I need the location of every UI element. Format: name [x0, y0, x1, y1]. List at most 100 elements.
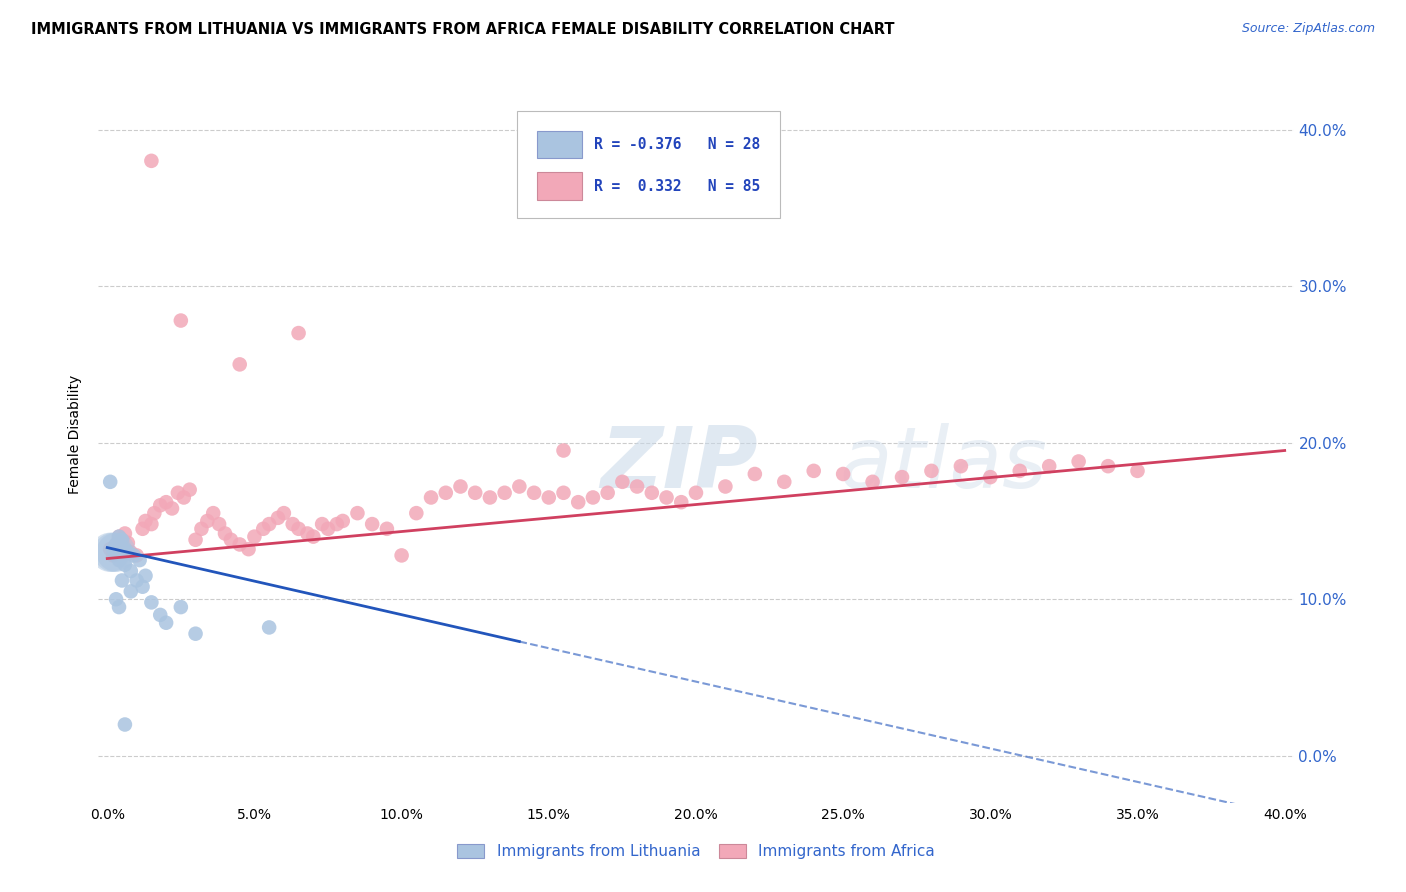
Point	[219, 533, 242, 547]
Point	[1038, 459, 1060, 474]
Point	[553, 485, 575, 500]
Point	[98, 542, 121, 557]
Point	[120, 584, 142, 599]
Point	[346, 506, 368, 520]
Text: IMMIGRANTS FROM LITHUANIA VS IMMIGRANTS FROM AFRICA FEMALE DISABILITY CORRELATIO: IMMIGRANTS FROM LITHUANIA VS IMMIGRANTS …	[31, 22, 894, 37]
Point	[143, 506, 166, 520]
Point	[114, 558, 136, 572]
Point	[202, 506, 225, 520]
Point	[105, 549, 128, 563]
Point	[167, 485, 190, 500]
Text: R = -0.376   N = 28: R = -0.376 N = 28	[595, 137, 761, 152]
Point	[108, 600, 131, 615]
Point	[391, 549, 413, 563]
Point	[862, 475, 884, 489]
Point	[311, 517, 333, 532]
Point	[155, 495, 177, 509]
Point	[243, 530, 266, 544]
Point	[190, 522, 212, 536]
Text: Source: ZipAtlas.com: Source: ZipAtlas.com	[1241, 22, 1375, 36]
Point	[832, 467, 855, 481]
Point	[105, 592, 128, 607]
Point	[134, 568, 156, 582]
Point	[714, 479, 737, 493]
Point	[120, 564, 142, 578]
Point	[101, 549, 124, 563]
Point	[170, 313, 193, 327]
Point	[537, 491, 560, 505]
Point	[131, 580, 153, 594]
Point	[208, 517, 231, 532]
Point	[108, 530, 131, 544]
Point	[1097, 459, 1119, 474]
Point	[949, 459, 972, 474]
Point	[1008, 464, 1031, 478]
Point	[108, 530, 131, 544]
Point	[612, 475, 634, 489]
Point	[685, 485, 707, 500]
Point	[671, 495, 693, 509]
Point	[179, 483, 201, 497]
Point	[184, 533, 207, 547]
Point	[744, 467, 766, 481]
Point	[1067, 454, 1090, 468]
Point	[155, 615, 177, 630]
Point	[228, 358, 250, 372]
Point	[257, 517, 280, 532]
Point	[979, 470, 1001, 484]
Point	[434, 485, 457, 500]
Text: ZIP: ZIP	[600, 423, 758, 506]
Point	[326, 517, 349, 532]
Point	[101, 542, 124, 557]
Point	[773, 475, 796, 489]
Point	[1126, 464, 1149, 478]
Point	[134, 514, 156, 528]
Point	[125, 549, 148, 563]
Point	[332, 514, 354, 528]
Point	[101, 545, 124, 559]
Point	[450, 479, 472, 493]
Point	[281, 517, 304, 532]
Point	[170, 600, 193, 615]
Point	[141, 595, 163, 609]
Point	[111, 574, 134, 588]
Point	[141, 517, 163, 532]
Point	[267, 511, 290, 525]
Point	[141, 153, 163, 168]
Point	[302, 530, 325, 544]
Point	[228, 537, 250, 551]
Point	[128, 553, 150, 567]
Point	[803, 464, 825, 478]
Text: atlas: atlas	[839, 423, 1047, 506]
Bar	[537, 130, 582, 159]
Point	[405, 506, 427, 520]
Point	[114, 542, 136, 557]
Point	[149, 607, 172, 622]
Point	[478, 491, 501, 505]
Point	[626, 479, 648, 493]
Point	[184, 626, 207, 640]
Point	[98, 475, 121, 489]
Point	[114, 526, 136, 541]
Point	[105, 545, 128, 559]
FancyBboxPatch shape	[517, 111, 779, 218]
Point	[596, 485, 619, 500]
Point	[420, 491, 443, 505]
Point	[98, 545, 121, 559]
Point	[117, 545, 139, 559]
Point	[920, 464, 942, 478]
Point	[195, 514, 218, 528]
Point	[120, 545, 142, 559]
Y-axis label: Female Disability: Female Disability	[69, 376, 83, 494]
Point	[582, 491, 605, 505]
Point	[375, 522, 398, 536]
Point	[131, 522, 153, 536]
Point	[891, 470, 914, 484]
Point	[105, 537, 128, 551]
Point	[122, 549, 145, 563]
Point	[114, 717, 136, 731]
Point	[111, 533, 134, 547]
Point	[641, 485, 664, 500]
Point	[252, 522, 274, 536]
Bar	[537, 172, 582, 200]
